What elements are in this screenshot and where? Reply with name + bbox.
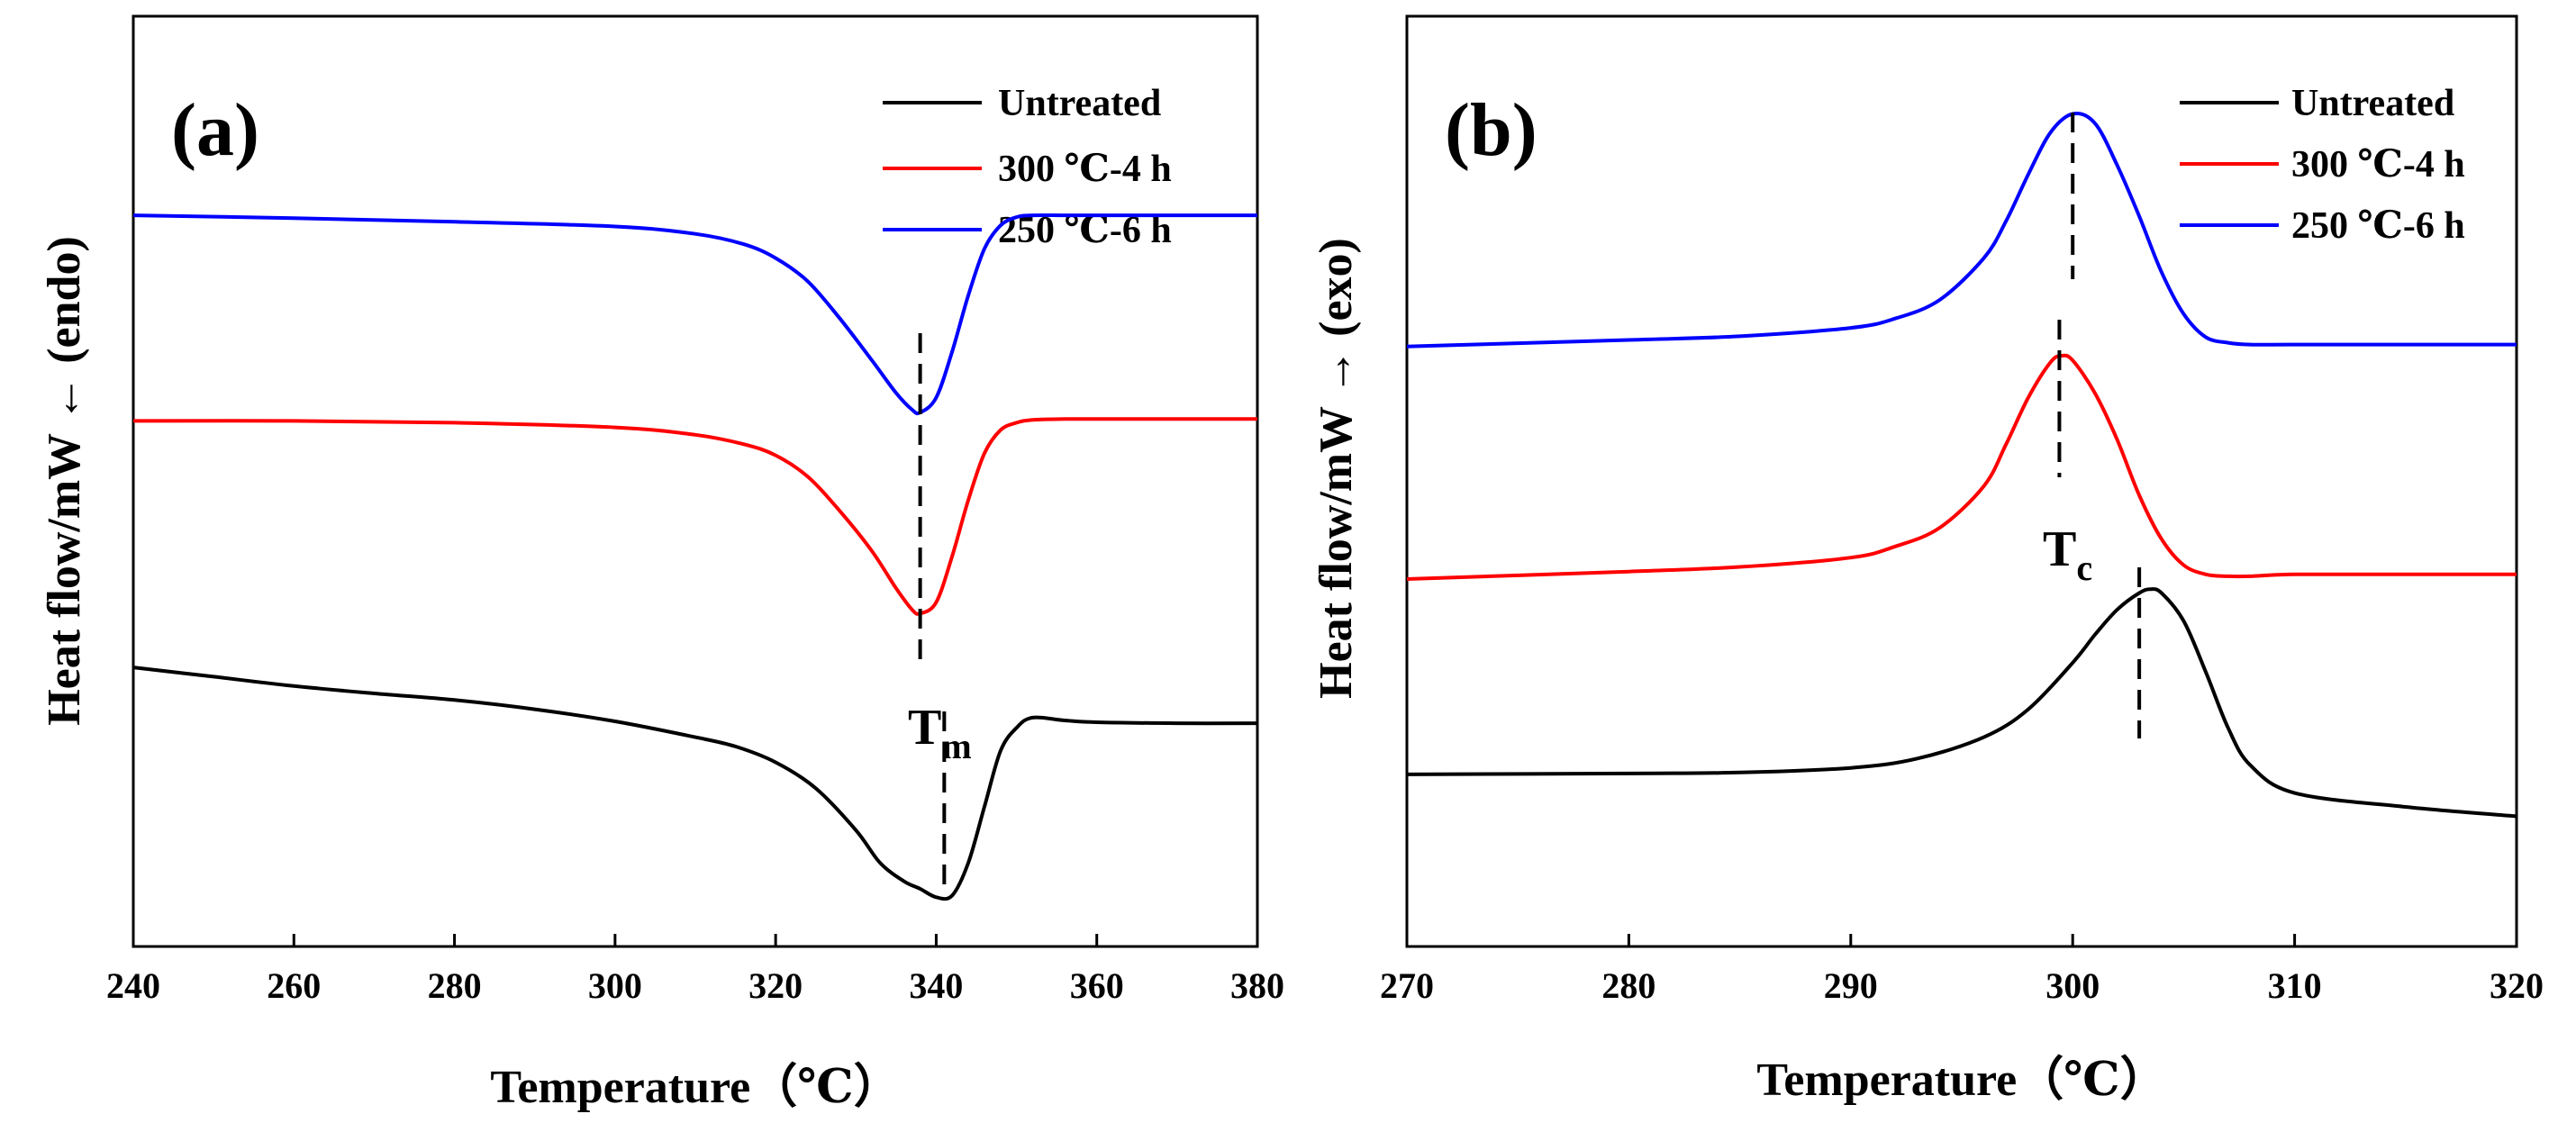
series-line-a-250-6-h xyxy=(132,213,1257,416)
legend-label-untreated: Untreated xyxy=(998,83,1161,124)
x-tick-label-a-260: 260 xyxy=(267,965,321,1006)
y-axis-label-a: Heat flow/mW ← (endo) xyxy=(39,236,90,726)
x-tick-label-a-280: 280 xyxy=(428,965,482,1006)
plot-frame-a xyxy=(132,14,1259,948)
x-tick-label-b-300: 300 xyxy=(2045,965,2100,1006)
x-tick-label-b-270: 270 xyxy=(1380,965,1434,1006)
legend-b: Untreated 300 ℃-4 h 250 ℃-6 h xyxy=(2180,83,2465,247)
x-ticks-a: 240 260 280 300 320 340 360 380 xyxy=(106,934,1284,1006)
x-tick-label-a-360: 360 xyxy=(1070,965,1124,1006)
plot-frame-b xyxy=(1405,14,2518,948)
panel-b: (b) Untreated 300 ℃-4 h 250 ℃-6 h 270 280… xyxy=(1311,14,2544,1106)
x-axis-label-b: Temperature（℃） xyxy=(1756,1054,2166,1106)
x-tick-label-a-300: 300 xyxy=(588,965,642,1006)
x-ticks-b: 270 280 290 300 310 320 xyxy=(1380,934,2544,1006)
peak-annotation-tm: Tm xyxy=(908,700,972,766)
x-tick-label-b-320: 320 xyxy=(2490,965,2544,1006)
x-tick-label-b-280: 280 xyxy=(1601,965,1655,1006)
legend-label-300c-4h: 300 ℃-4 h xyxy=(998,149,1172,190)
x-tick-label-a-320: 320 xyxy=(748,965,803,1006)
peak-markers-b xyxy=(2057,113,2142,738)
x-axis-label-a: Temperature（℃） xyxy=(490,1061,900,1113)
x-tick-label-a-380: 380 xyxy=(1230,965,1284,1006)
legend-label-untreated-b: Untreated xyxy=(2291,83,2454,124)
series-a xyxy=(132,213,1258,901)
panel-a: (a) Untreated 300 ℃-4 h 250 ℃-6 h 240 260… xyxy=(39,14,1284,1113)
series-line-b-300-4-h xyxy=(1406,353,2517,581)
x-tick-label-b-290: 290 xyxy=(1824,965,1878,1006)
x-tick-label-a-340: 340 xyxy=(909,965,963,1006)
y-axis-label-b: Heat flow/mW → (exo) xyxy=(1311,238,1362,699)
legend-label-250c-6h-b: 250 ℃-6 h xyxy=(2291,205,2465,247)
series-line-b-untreated xyxy=(1406,587,2517,819)
panel-label-a: (a) xyxy=(171,88,259,172)
x-tick-label-b-310: 310 xyxy=(2268,965,2322,1006)
series-line-a-untreated xyxy=(132,666,1258,901)
peak-markers-a xyxy=(918,333,947,892)
peak-annotation-tc: Tc xyxy=(2043,521,2092,588)
series-line-a-300-4-h xyxy=(132,417,1257,616)
panel-label-b: (b) xyxy=(1445,88,1537,172)
legend-a: Untreated 300 ℃-4 h 250 ℃-6 h xyxy=(883,83,1172,251)
legend-label-300c-4h-b: 300 ℃-4 h xyxy=(2291,144,2465,186)
x-tick-label-a-240: 240 xyxy=(106,965,160,1006)
